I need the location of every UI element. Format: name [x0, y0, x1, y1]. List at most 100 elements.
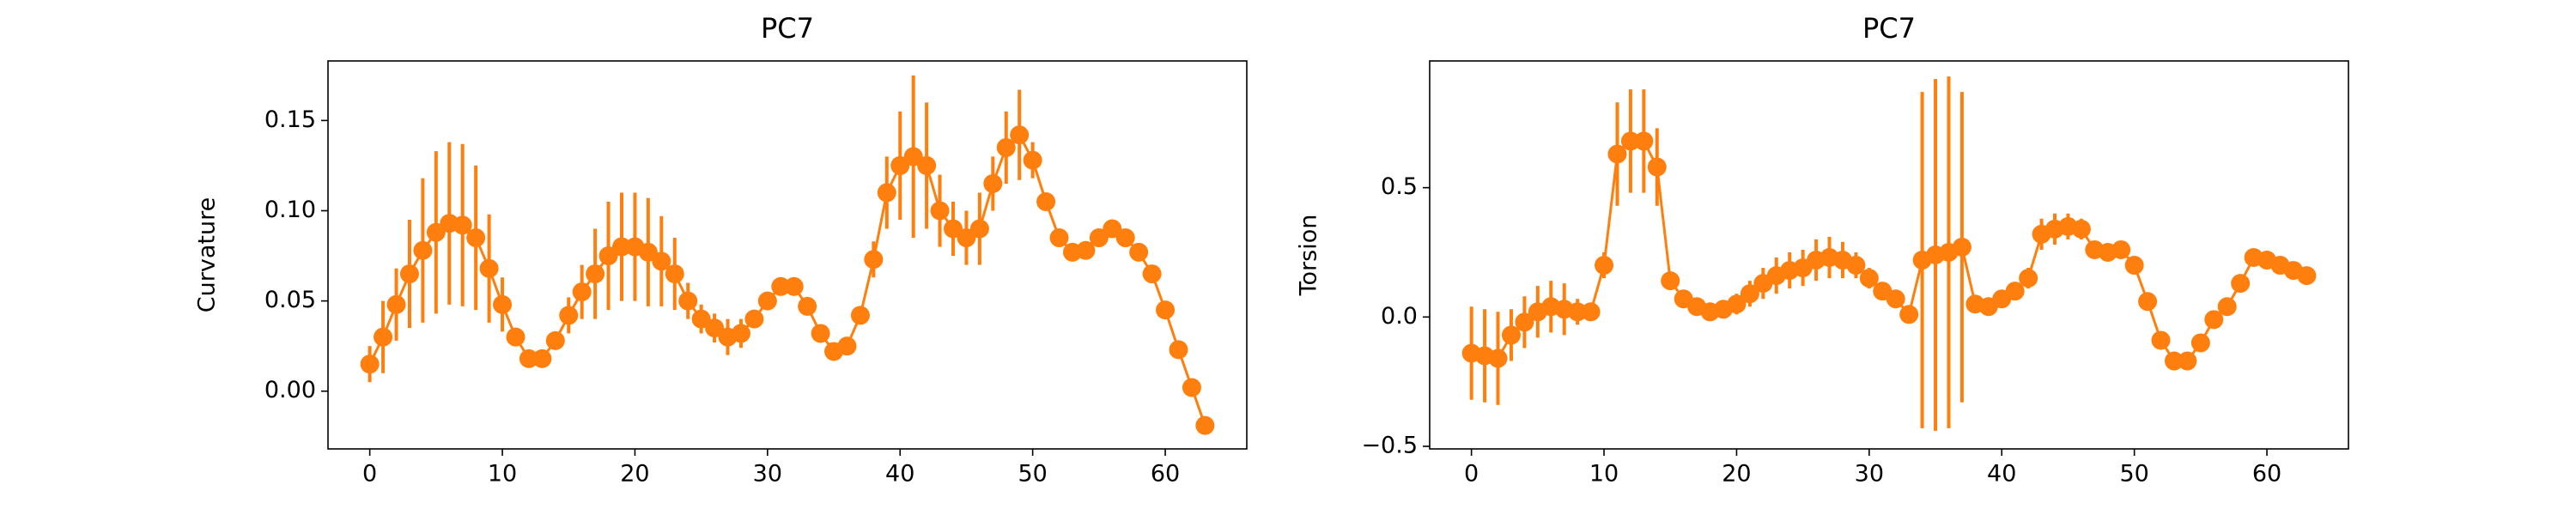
- data-point: [2297, 266, 2317, 286]
- data-point: [399, 264, 419, 284]
- subplot: PC7 Curvature 0 10 20 30 40 50 60 0.00 0.05 0.10 0.1…: [194, 12, 1248, 488]
- data-point: [903, 147, 923, 167]
- data-point: [837, 336, 857, 356]
- data-point: [850, 306, 870, 325]
- data-point: [1607, 144, 1627, 164]
- data-point: [532, 348, 552, 368]
- data-point: [1515, 312, 1534, 332]
- data-point: [1661, 271, 1680, 291]
- data-point: [1023, 150, 1042, 170]
- data-point: [1076, 240, 1096, 260]
- data-point: [757, 291, 777, 311]
- data-point: [1647, 157, 1667, 177]
- data-point: [798, 296, 817, 316]
- x-tick-label: 50: [2119, 461, 2148, 488]
- data-point: [413, 240, 433, 260]
- data-point: [2231, 274, 2251, 294]
- data-point: [2019, 269, 2038, 288]
- data-point: [2111, 239, 2131, 259]
- data-point: [1740, 284, 1759, 304]
- data-point: [611, 237, 631, 257]
- data-point: [1581, 302, 1601, 322]
- data-point: [1169, 340, 1188, 360]
- data-point: [1846, 256, 1866, 276]
- data-point: [466, 228, 486, 248]
- data-point: [572, 282, 592, 302]
- data-point: [2164, 351, 2184, 371]
- x-tick-label: 30: [1855, 461, 1884, 488]
- x-tick-label: 0: [362, 461, 377, 488]
- data-point: [2190, 333, 2210, 353]
- data-point: [638, 242, 658, 262]
- data-point: [1899, 305, 1919, 324]
- data-point: [426, 222, 446, 242]
- data-point: [598, 246, 618, 266]
- data-point: [360, 354, 380, 374]
- data-point: [1182, 378, 1201, 397]
- data-point: [1089, 228, 1109, 248]
- data-point: [705, 318, 725, 338]
- data-point: [386, 294, 406, 314]
- data-point: [2124, 256, 2144, 276]
- y-axis-label: Torsion: [1296, 215, 1322, 297]
- data-point: [1568, 302, 1588, 322]
- data-point: [1049, 228, 1069, 248]
- y-tick-label: 0.10: [264, 197, 316, 223]
- data-point: [1156, 300, 1176, 320]
- subplot-title: PC7: [761, 12, 814, 45]
- data-point: [744, 309, 764, 329]
- data-point: [2005, 282, 2025, 301]
- x-tick-label: 40: [1987, 461, 2016, 488]
- subplot-title: PC7: [1862, 12, 1916, 45]
- data-point: [1142, 264, 1162, 284]
- x-tick-label: 10: [1589, 461, 1619, 488]
- data-point: [1036, 191, 1056, 211]
- data-point: [2178, 351, 2197, 371]
- subplot: PC7 Torsion 0 10 20 30 40 50 60 −0.5 0.0 0.5: [1296, 12, 2349, 488]
- data-point: [1952, 237, 1971, 257]
- data-point: [2217, 297, 2237, 317]
- data-point: [1634, 131, 1654, 151]
- x-tick-label: 60: [2252, 461, 2281, 488]
- data-point: [493, 294, 513, 314]
- data-point: [784, 276, 804, 296]
- data-point: [1115, 228, 1135, 248]
- data-point: [652, 251, 671, 271]
- data-point: [969, 219, 989, 239]
- data-point: [1886, 289, 1905, 309]
- data-point: [691, 309, 711, 329]
- x-tick-label: 10: [488, 461, 517, 488]
- x-tick-label: 40: [885, 461, 914, 488]
- data-point: [2151, 330, 2171, 350]
- data-point: [1859, 269, 1879, 288]
- x-tick-label: 60: [1151, 461, 1180, 488]
- data-point: [1129, 242, 1149, 262]
- data-point: [1010, 125, 1030, 145]
- data-point: [957, 228, 976, 248]
- data-point: [877, 183, 896, 203]
- data-line: [1471, 139, 2307, 363]
- data-point: [506, 327, 526, 347]
- data-point: [983, 173, 1003, 193]
- data-point: [374, 327, 393, 347]
- data-point: [2071, 219, 2091, 239]
- x-tick-label: 20: [620, 461, 649, 488]
- data-point: [890, 155, 910, 175]
- data-point: [996, 137, 1016, 157]
- x-tick-label: 30: [753, 461, 782, 488]
- data-point: [731, 324, 750, 343]
- x-tick-label: 50: [1018, 461, 1047, 488]
- y-tick-label: 0.0: [1381, 303, 1418, 330]
- x-tick-label: 20: [1722, 461, 1751, 488]
- y-axis-label: Curvature: [194, 197, 221, 312]
- data-point: [1103, 219, 1122, 239]
- data-point: [930, 201, 950, 221]
- data-point: [665, 264, 684, 284]
- y-tick-label: 0.00: [264, 377, 316, 403]
- data-point: [944, 219, 963, 239]
- data-point: [453, 215, 472, 235]
- data-point: [771, 276, 791, 296]
- data-point: [519, 348, 538, 368]
- data-point: [1595, 256, 1614, 276]
